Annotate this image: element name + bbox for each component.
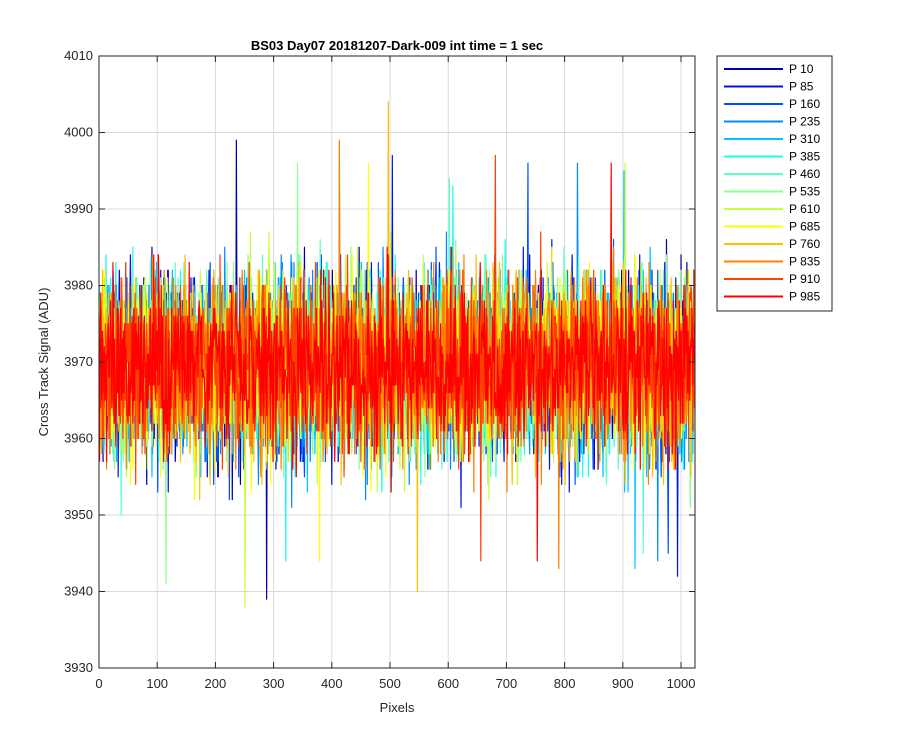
legend-label: P 685	[789, 220, 820, 234]
x-tick-label: 700	[496, 676, 518, 691]
series-line-p985	[99, 162, 695, 562]
legend-label: P 835	[789, 255, 820, 269]
y-tick-label: 3990	[64, 201, 93, 216]
x-tick-label: 100	[146, 676, 168, 691]
legend-label: P 460	[789, 167, 820, 181]
legend-label: P 235	[789, 115, 820, 129]
y-tick-label: 3980	[64, 278, 93, 293]
chart-title: BS03 Day07 20181207-Dark-009 int time = …	[251, 38, 543, 53]
x-tick-label: 900	[612, 676, 634, 691]
series-group	[99, 101, 695, 608]
x-tick-label: 600	[437, 676, 459, 691]
x-tick-label: 400	[321, 676, 343, 691]
legend-label: P 310	[789, 132, 820, 146]
legend-label: P 910	[789, 272, 820, 286]
x-tick-label: 300	[263, 676, 285, 691]
y-tick-label: 4000	[64, 125, 93, 140]
y-tick-label: 3960	[64, 431, 93, 446]
legend-label: P 535	[789, 185, 820, 199]
x-axis-ticks: 0 100 200 300 400 500 600 700 800 900 1000	[95, 56, 695, 691]
y-tick-label: 3930	[64, 660, 93, 675]
x-tick-label: 800	[554, 676, 576, 691]
legend-label: P 160	[789, 97, 820, 111]
y-tick-label: 3970	[64, 354, 93, 369]
legend-label: P 610	[789, 202, 820, 216]
legend-label: P 985	[789, 290, 820, 304]
legend-label: P 760	[789, 237, 820, 251]
x-tick-label: 500	[379, 676, 401, 691]
x-axis-label: Pixels	[380, 700, 415, 715]
y-tick-label: 3950	[64, 507, 93, 522]
y-tick-label: 4010	[64, 48, 93, 63]
legend: P 10 P 85 P 160 P 235 P 310 P 385 P 460 P 535 P …	[716, 55, 833, 312]
x-tick-label: 0	[95, 676, 102, 691]
y-axis-label: Cross Track Signal (ADU)	[36, 288, 51, 437]
x-tick-label: 200	[205, 676, 227, 691]
legend-label: P 10	[789, 62, 814, 76]
x-tick-label: 1000	[667, 676, 696, 691]
y-axis-ticks: 3930 3940 3950 3960 3970 3980 3990 4000 4010	[64, 48, 695, 675]
legend-box	[716, 55, 833, 312]
y-tick-label: 3940	[64, 584, 93, 599]
legend-label: P 85	[789, 80, 814, 94]
legend-label: P 385	[789, 150, 820, 164]
